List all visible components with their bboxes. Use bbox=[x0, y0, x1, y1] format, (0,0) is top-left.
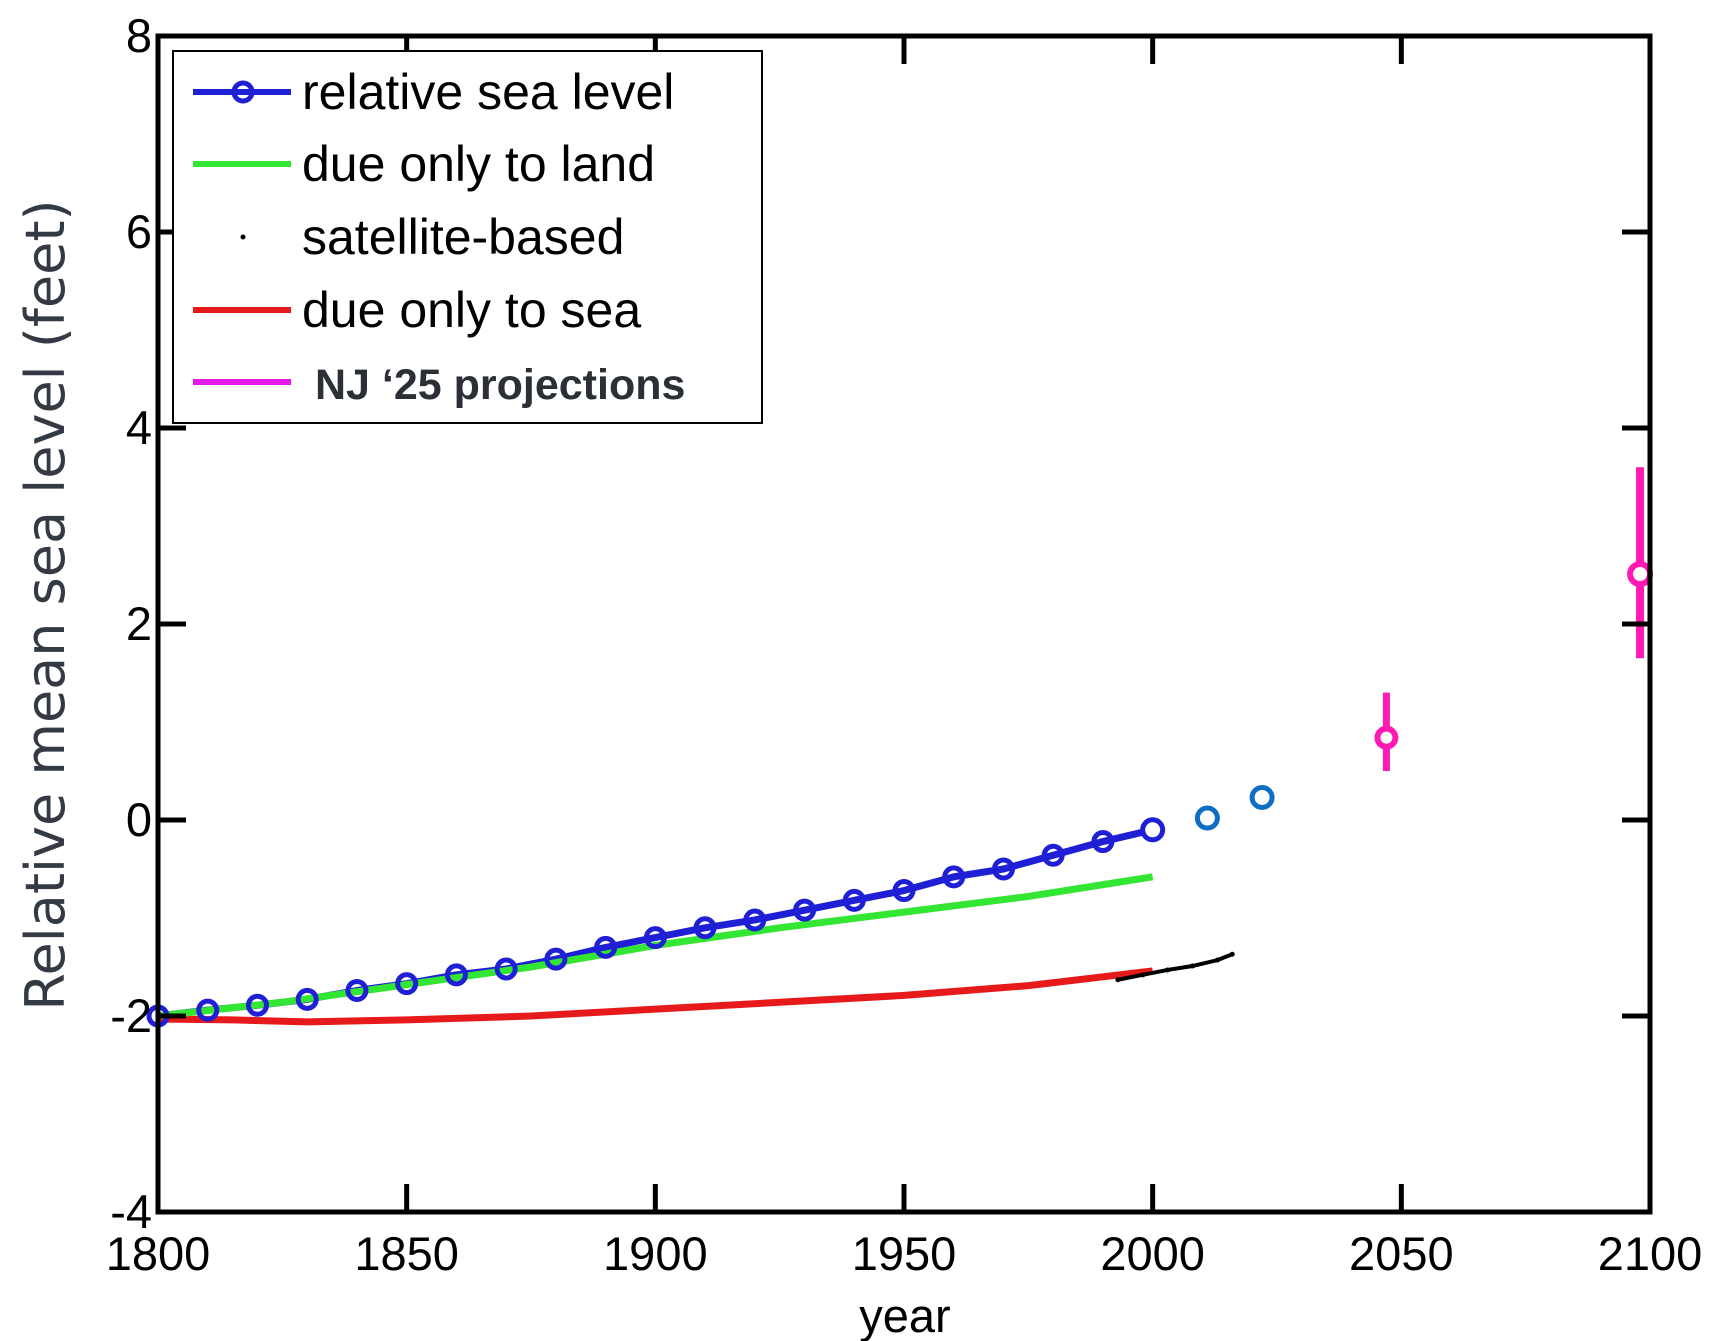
legend-item: due only to land bbox=[193, 136, 655, 192]
y-tick-label: -4 bbox=[110, 1185, 152, 1238]
legend-swatch bbox=[240, 234, 246, 240]
satellite-point bbox=[1115, 977, 1121, 983]
x-tick-label: 1850 bbox=[354, 1227, 459, 1280]
relative-sea-level-point bbox=[395, 972, 419, 996]
relative-sea-level-point bbox=[643, 926, 667, 950]
relative-sea-level-point bbox=[693, 916, 717, 940]
y-axis-title: Relative mean sea level (feet) bbox=[14, 199, 77, 1010]
relative-sea-level-point bbox=[245, 993, 269, 1017]
satellite-point bbox=[1165, 967, 1171, 973]
legend-label: due only to land bbox=[302, 136, 655, 192]
relative-sea-level-point bbox=[196, 998, 220, 1022]
relative-sea-level-point bbox=[544, 947, 568, 971]
extra-open-circle-point bbox=[1249, 784, 1275, 810]
relative-sea-level-point bbox=[444, 963, 468, 987]
satellite-point bbox=[1189, 963, 1195, 969]
relative-sea-level-point bbox=[842, 888, 866, 912]
relative-sea-level-point bbox=[892, 879, 916, 903]
x-tick-label: 2050 bbox=[1349, 1227, 1454, 1280]
legend-swatch-marker bbox=[231, 80, 255, 104]
relative-sea-level-point bbox=[743, 908, 767, 932]
relative-sea-level-point bbox=[1091, 830, 1115, 854]
relative-sea-level-point bbox=[594, 935, 618, 959]
y-tick-label: 4 bbox=[126, 401, 152, 454]
satellite-point bbox=[1214, 957, 1220, 963]
series-line-satellite-based bbox=[1117, 952, 1233, 982]
axis-tick-labels: 1800 1850 1900 1950 2000 2050 2100 -4 -2 0 2 4 6 8 bbox=[106, 9, 1703, 1280]
x-tick-label: 1950 bbox=[852, 1227, 957, 1280]
relative-sea-level-point bbox=[494, 957, 518, 981]
projection-point bbox=[1374, 725, 1399, 750]
legend-item: due only to sea bbox=[193, 282, 641, 338]
relative-sea-level-point bbox=[942, 865, 966, 889]
relative-sea-level-point bbox=[991, 857, 1015, 881]
x-tick-label: 1800 bbox=[106, 1227, 211, 1280]
y-tick-label: 0 bbox=[126, 793, 152, 846]
legend-label: satellite-based bbox=[302, 209, 624, 265]
x-axis-title: year bbox=[859, 1289, 950, 1341]
legend-box bbox=[172, 50, 763, 424]
legend-item: relative sea level bbox=[193, 64, 674, 120]
y-tick-label: 6 bbox=[126, 205, 152, 258]
satellite-point bbox=[1140, 972, 1146, 978]
legend-label: NJ ‘25 projections bbox=[315, 361, 685, 409]
y-tick-label: 2 bbox=[126, 597, 152, 650]
relative-sea-level-point bbox=[1041, 843, 1065, 867]
extra-open-circle-point bbox=[1194, 805, 1220, 831]
projection-point bbox=[1627, 561, 1654, 588]
legend-label: relative sea level bbox=[302, 64, 674, 120]
y-tick-label: -2 bbox=[110, 989, 152, 1042]
relative-sea-level-point bbox=[793, 898, 817, 922]
x-tick-label: 2000 bbox=[1100, 1227, 1205, 1280]
relative-sea-level-point bbox=[295, 987, 319, 1011]
x-tick-label: 2100 bbox=[1598, 1227, 1703, 1280]
legend: relative sea level due only to land satell… bbox=[172, 50, 763, 424]
relative-sea-level-point bbox=[1140, 817, 1166, 843]
relative-sea-level-point bbox=[345, 979, 369, 1003]
y-tick-label: 8 bbox=[126, 9, 152, 62]
plot-markers bbox=[146, 467, 1654, 1028]
legend-label: due only to sea bbox=[302, 282, 641, 338]
legend-item: NJ ‘25 projections bbox=[193, 361, 685, 409]
satellite-point bbox=[1229, 951, 1235, 957]
legend-item: satellite-based bbox=[240, 209, 624, 265]
series-line-due-only-to-sea bbox=[157, 967, 1154, 1026]
x-tick-label: 1900 bbox=[603, 1227, 708, 1280]
